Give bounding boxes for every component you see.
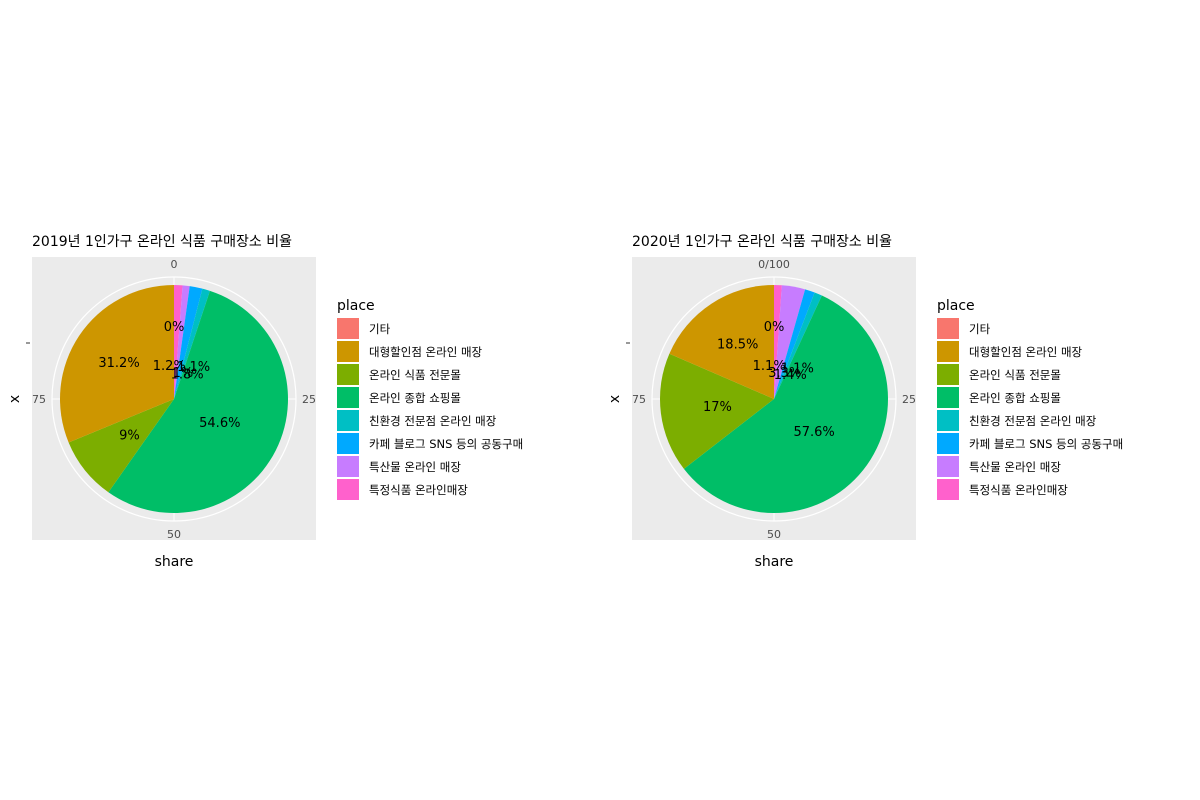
slice-data-label: 1.4% bbox=[774, 368, 807, 383]
legend-label: 특정식품 온라인매장 bbox=[369, 483, 468, 497]
legend-label: 카페 블로그 SNS 등의 공동구매 bbox=[369, 437, 523, 451]
slice-data-label: 1.1% bbox=[177, 360, 210, 375]
legend-label: 특정식품 온라인매장 bbox=[969, 483, 1068, 497]
theta-tick-label: 0/100 bbox=[758, 258, 790, 271]
legend-swatch bbox=[337, 318, 359, 339]
y-axis-title: x bbox=[607, 395, 623, 403]
pie-slice-labels: 0% 18.5% 17% 57.6% 1.1%1.4%3.3%1.1% bbox=[703, 320, 835, 440]
legend-swatch bbox=[937, 456, 959, 477]
slice-data-label: 9% bbox=[119, 429, 140, 444]
legend-swatch bbox=[937, 318, 959, 339]
pie-slices bbox=[660, 285, 888, 513]
theta-tick-label: 75 bbox=[32, 393, 46, 406]
legend-label: 대형할인점 온라인 매장 bbox=[969, 345, 1083, 359]
theta-tick-label: 0 bbox=[171, 258, 178, 271]
chart-panel-2019: 2019년 1인가구 온라인 식품 구매장소 비율 0% 31.2% 9% 54.6%… bbox=[7, 234, 523, 570]
legend-swatch bbox=[337, 456, 359, 477]
legend-swatch bbox=[937, 341, 959, 362]
legend-swatch bbox=[937, 433, 959, 454]
y-axis-title: x bbox=[7, 395, 23, 403]
theta-tick-label: 50 bbox=[167, 528, 181, 541]
slice-data-label: 0% bbox=[164, 320, 185, 335]
pie-slice bbox=[669, 285, 774, 399]
slice-data-label: 1.2% bbox=[153, 359, 186, 374]
legend-swatch bbox=[937, 410, 959, 431]
pie-slice bbox=[174, 288, 210, 399]
pie-slice bbox=[660, 353, 774, 469]
legend-label: 기타 bbox=[969, 322, 991, 336]
pie-slice bbox=[174, 285, 183, 399]
legend-label: 대형할인점 온라인 매장 bbox=[369, 345, 483, 359]
slice-data-label: 1% bbox=[173, 366, 194, 381]
slice-data-label: 18.5% bbox=[717, 338, 758, 353]
legend-swatch bbox=[337, 341, 359, 362]
theta-tick-label: 75 bbox=[632, 393, 646, 406]
slice-data-label: 31.2% bbox=[98, 356, 139, 371]
legend-label: 온라인 식품 전문몰 bbox=[969, 368, 1061, 382]
pie-slice bbox=[59, 285, 174, 443]
chart-title: 2019년 1인가구 온라인 식품 구매장소 비율 bbox=[32, 234, 292, 250]
legend-label: 기타 bbox=[369, 322, 391, 336]
pie-slice bbox=[683, 295, 888, 513]
slice-data-label: 57.6% bbox=[793, 425, 834, 440]
theta-tick-label: 50 bbox=[767, 528, 781, 541]
pie-slice bbox=[174, 286, 203, 399]
pie-slice bbox=[774, 292, 822, 399]
theta-tick-label: 25 bbox=[902, 393, 916, 406]
legend-label: 특산물 온라인 매장 bbox=[369, 460, 461, 474]
legend-swatch bbox=[337, 387, 359, 408]
slice-data-label: 0% bbox=[764, 320, 785, 335]
pie-slice-labels: 0% 31.2% 9% 54.6% 1.1%1.8%1%1.2% bbox=[98, 320, 240, 444]
legend-swatch bbox=[337, 433, 359, 454]
pie-slice bbox=[774, 285, 806, 399]
pie-slice bbox=[174, 285, 190, 399]
legend-swatch bbox=[337, 364, 359, 385]
legend-swatch bbox=[937, 387, 959, 408]
pie-slice bbox=[774, 289, 815, 399]
legend-swatch bbox=[937, 479, 959, 500]
chart-title: 2020년 1인가구 온라인 식품 구매장소 비율 bbox=[632, 234, 892, 250]
theta-tick-labels: 0/100 25 50 75 bbox=[632, 258, 916, 541]
theta-tick-label: 25 bbox=[302, 393, 316, 406]
pie-slices bbox=[59, 285, 288, 513]
chart-panel-2020: 2020년 1인가구 온라인 식품 구매장소 비율 0% 18.5% 17% 57.6… bbox=[607, 234, 1123, 570]
slice-data-label: 1.1% bbox=[753, 359, 786, 374]
pie-slice bbox=[68, 399, 174, 493]
legend-label: 온라인 식품 전문몰 bbox=[369, 368, 461, 382]
legend-title: place bbox=[337, 298, 375, 314]
slice-data-label: 3.3% bbox=[768, 366, 801, 381]
legend-swatch bbox=[337, 410, 359, 431]
legend-label: 카페 블로그 SNS 등의 공동구매 bbox=[969, 437, 1123, 451]
slice-data-label: 1.1% bbox=[781, 361, 814, 376]
x-axis-title: share bbox=[755, 554, 794, 570]
pie-slice bbox=[108, 290, 288, 513]
legend-title: place bbox=[937, 298, 975, 314]
x-axis-title: share bbox=[155, 554, 194, 570]
legend-label: 특산물 온라인 매장 bbox=[969, 460, 1061, 474]
legend-swatch bbox=[937, 364, 959, 385]
theta-tick-labels: 0 25 50 75 bbox=[32, 258, 316, 541]
slice-data-label: 54.6% bbox=[199, 416, 240, 431]
pie-slice bbox=[774, 285, 782, 399]
legend-label: 온라인 종합 쇼핑몰 bbox=[969, 391, 1061, 405]
slice-data-label: 17% bbox=[703, 400, 732, 415]
legend-label: 온라인 종합 쇼핑몰 bbox=[369, 391, 461, 405]
legend-label: 친환경 전문점 온라인 매장 bbox=[369, 414, 497, 428]
legend-label: 친환경 전문점 온라인 매장 bbox=[969, 414, 1097, 428]
slice-data-label: 1.8% bbox=[171, 367, 204, 382]
legend-swatch bbox=[337, 479, 359, 500]
